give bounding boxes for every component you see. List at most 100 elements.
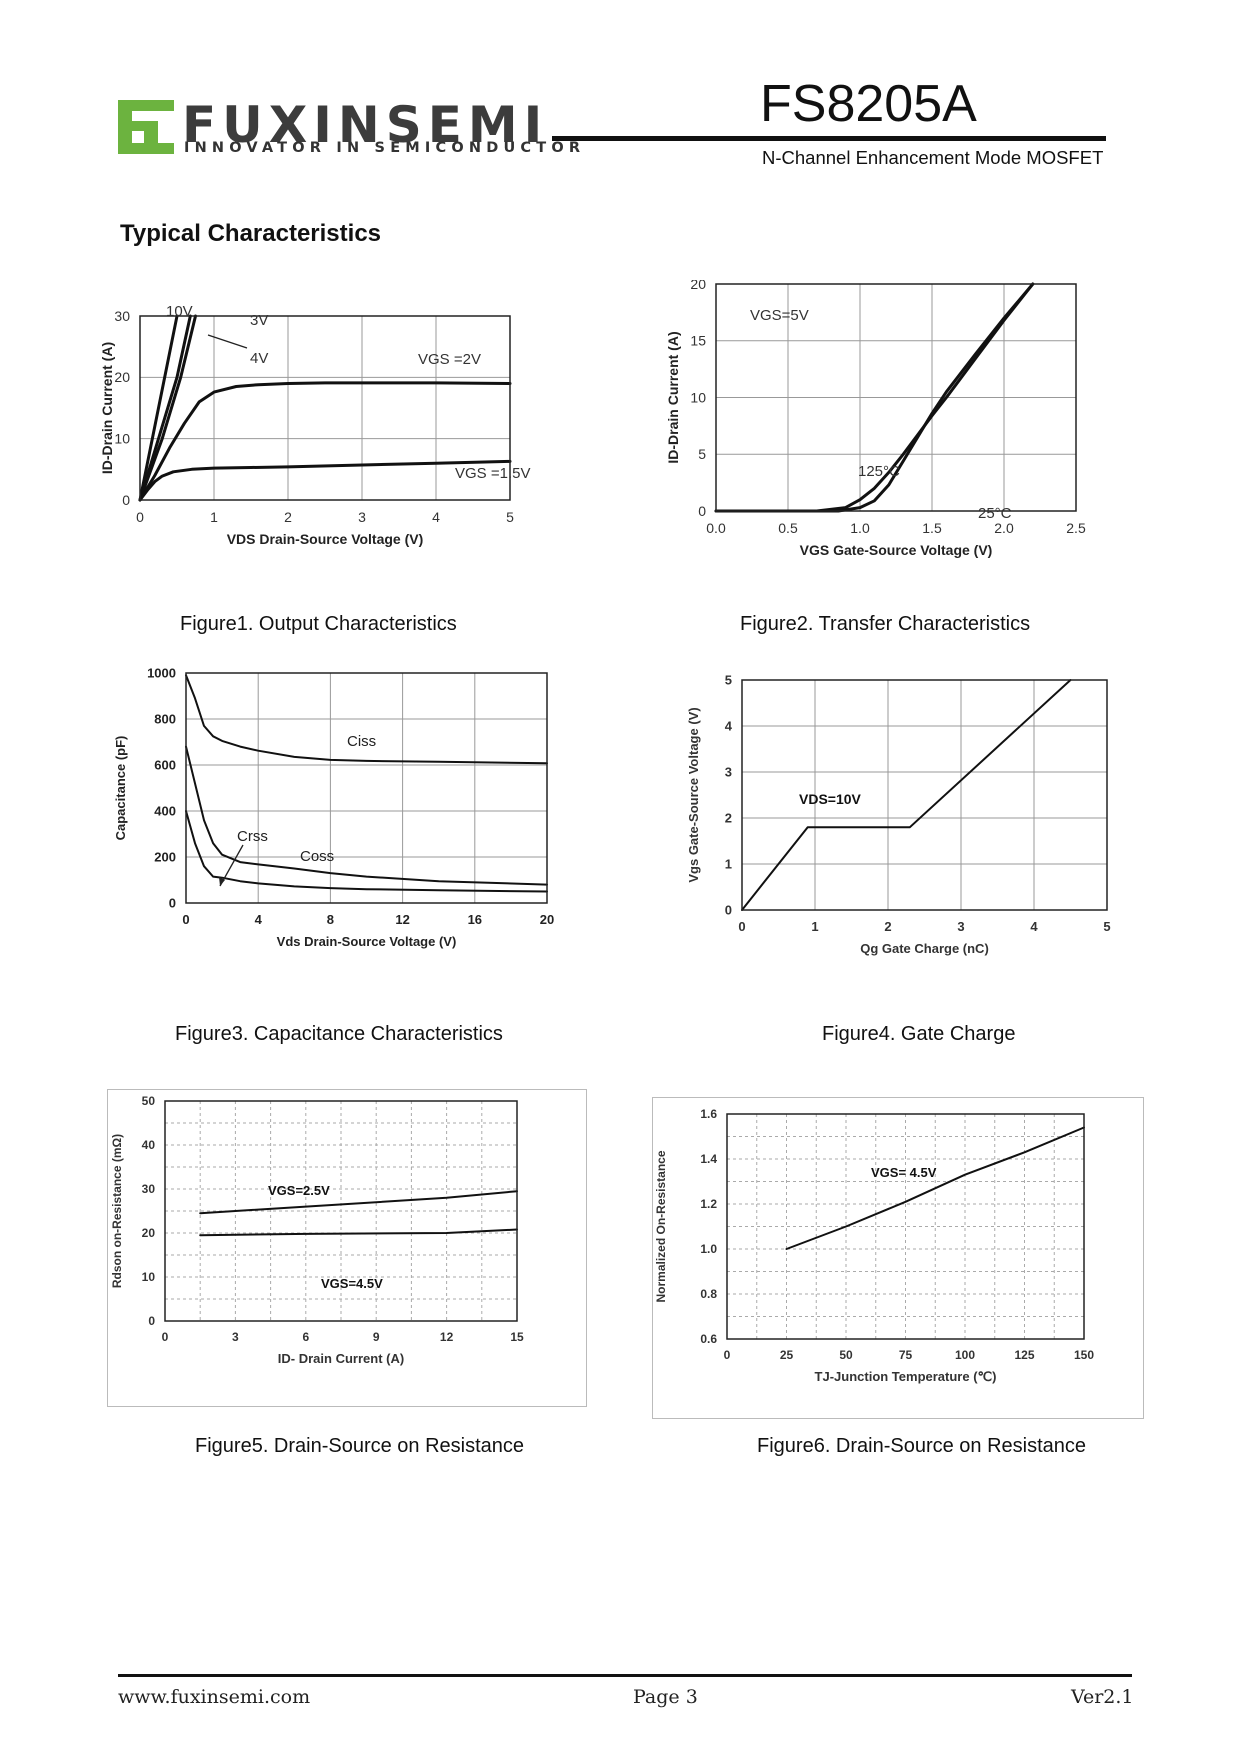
y-tick-label: 0 bbox=[148, 1314, 155, 1328]
y-tick-label: 5 bbox=[698, 446, 706, 462]
x-tick-label: 12 bbox=[395, 912, 409, 927]
series-line bbox=[138, 314, 197, 502]
y-tick-label: 10 bbox=[114, 431, 130, 447]
x-tick-label: 1 bbox=[811, 919, 818, 934]
x-tick-label: 5 bbox=[506, 509, 514, 525]
chart-gate-charge: 0 1 2 3 4 5 0 1 2 3 4 5 VDS=10V Qg Gate Charge (nC)… bbox=[686, 673, 1111, 956]
footer-page-number: Page 3 bbox=[633, 1686, 698, 1708]
series-line bbox=[138, 314, 192, 502]
y-tick-label: 600 bbox=[154, 758, 176, 773]
chart-normalized-on-resistance: 0 25 50 75 100 125 150 0.6 0.8 1.0 1.2 1.4 1.6 VGS= … bbox=[654, 1107, 1094, 1384]
y-axis-label: Capacitance (pF) bbox=[115, 736, 128, 841]
x-tick-label: 4 bbox=[255, 912, 263, 927]
x-tick-label: 0 bbox=[162, 1330, 169, 1344]
annotation-arrowhead bbox=[219, 877, 225, 886]
x-tick-label: 15 bbox=[510, 1330, 524, 1344]
annotation-vgs-4-5v: VGS= 4.5V bbox=[871, 1165, 937, 1180]
x-tick-label: 0 bbox=[724, 1348, 731, 1362]
y-tick-label: 200 bbox=[154, 850, 176, 865]
annotation-125c: 125°C bbox=[858, 463, 900, 480]
y-tick-label: 50 bbox=[142, 1094, 156, 1108]
y-tick-label: 1.4 bbox=[700, 1152, 717, 1166]
logo-text: FUXINSEMI bbox=[182, 96, 549, 154]
footer-version: Ver2.1 bbox=[1071, 1686, 1134, 1708]
x-axis-label: ID- Drain Current (A) bbox=[278, 1351, 404, 1366]
y-tick-label: 0.6 bbox=[700, 1332, 717, 1346]
x-tick-label: 1 bbox=[210, 509, 218, 525]
y-tick-label: 1000 bbox=[147, 666, 176, 681]
y-tick-label: 20 bbox=[142, 1226, 156, 1240]
x-tick-label: 9 bbox=[373, 1330, 380, 1344]
figure5-frame bbox=[107, 1089, 587, 1407]
y-tick-label: 400 bbox=[154, 804, 176, 819]
series-line bbox=[138, 381, 512, 502]
x-tick-label: 16 bbox=[468, 912, 482, 927]
series-line bbox=[714, 282, 1035, 513]
section-title: Typical Characteristics bbox=[120, 220, 382, 247]
x-tick-label: 3 bbox=[957, 919, 964, 934]
figure6-frame bbox=[652, 1097, 1144, 1419]
series-line bbox=[185, 810, 548, 893]
x-tick-label: 4 bbox=[1030, 919, 1038, 934]
annotation-3v: 3V bbox=[250, 312, 268, 329]
y-tick-label: 1.6 bbox=[700, 1107, 717, 1121]
header-rule bbox=[552, 136, 1106, 141]
y-tick-label: 0 bbox=[122, 492, 130, 508]
x-tick-label: 4 bbox=[432, 509, 440, 525]
annotation-10v: 10V bbox=[166, 303, 193, 320]
x-tick-label: 1.5 bbox=[922, 520, 942, 536]
x-tick-label: 0 bbox=[182, 912, 189, 927]
x-tick-label: 50 bbox=[839, 1348, 853, 1362]
annotation-vgs-4-5v: VGS=4.5V bbox=[321, 1276, 383, 1291]
x-tick-label: 3 bbox=[358, 509, 366, 525]
part-number: FS8205A bbox=[760, 75, 977, 133]
x-tick-label: 150 bbox=[1074, 1348, 1094, 1362]
y-tick-label: 15 bbox=[690, 333, 706, 349]
annotation-pointer bbox=[207, 334, 248, 349]
x-tick-label: 2.0 bbox=[994, 520, 1014, 536]
y-tick-label: 30 bbox=[114, 308, 130, 324]
y-tick-label: 10 bbox=[142, 1270, 156, 1284]
y-tick-label: 20 bbox=[690, 280, 706, 292]
footer-website: www.fuxinsemi.com bbox=[118, 1686, 311, 1708]
x-tick-label: 0 bbox=[136, 509, 144, 525]
series-line bbox=[199, 1228, 518, 1237]
x-tick-label: 8 bbox=[327, 912, 334, 927]
series-line bbox=[185, 745, 548, 886]
x-axis-label: TJ-Junction Temperature (℃) bbox=[815, 1369, 997, 1384]
series-line bbox=[741, 679, 1072, 911]
x-axis-label: Vds Drain-Source Voltage (V) bbox=[277, 934, 457, 949]
series-line bbox=[185, 674, 548, 765]
series-line bbox=[785, 1126, 1085, 1250]
y-axis-label: ID-Drain Current (A) bbox=[665, 331, 681, 463]
footer-rule bbox=[118, 1674, 1132, 1677]
y-tick-label: 0 bbox=[698, 503, 706, 519]
y-tick-label: 10 bbox=[690, 389, 706, 405]
figure3-caption: Figure3. Capacitance Characteristics bbox=[175, 1023, 503, 1045]
x-tick-label: 0.0 bbox=[706, 520, 726, 536]
annotation-vgs-5v: VGS=5V bbox=[750, 307, 809, 324]
y-tick-label: 1.2 bbox=[700, 1197, 717, 1211]
annotation-4v: 4V bbox=[250, 350, 268, 367]
y-tick-label: 2 bbox=[725, 811, 732, 826]
x-tick-label: 1.0 bbox=[850, 520, 870, 536]
y-tick-label: 3 bbox=[725, 765, 732, 780]
logo-tagline: INNOVATOR IN SEMICONDUCTOR bbox=[184, 140, 586, 156]
y-tick-label: 0 bbox=[725, 903, 732, 918]
x-tick-label: 12 bbox=[440, 1330, 454, 1344]
annotation-ciss: Ciss bbox=[347, 733, 376, 750]
x-tick-label: 6 bbox=[302, 1330, 309, 1344]
y-tick-label: 20 bbox=[114, 369, 130, 385]
subtitle: N-Channel Enhancement Mode MOSFET bbox=[762, 147, 1104, 168]
y-tick-label: 4 bbox=[725, 719, 733, 734]
x-tick-label: 0.5 bbox=[778, 520, 798, 536]
annotation-vgs-2v: VGS =2V bbox=[418, 351, 481, 368]
x-tick-label: 0 bbox=[738, 919, 745, 934]
annotation-crss: Crss bbox=[237, 828, 268, 845]
series-line bbox=[199, 1190, 518, 1215]
figure6-caption: Figure6. Drain-Source on Resistance bbox=[757, 1435, 1087, 1457]
x-tick-label: 125 bbox=[1014, 1348, 1034, 1362]
x-tick-label: 20 bbox=[540, 912, 554, 927]
y-tick-label: 0.8 bbox=[700, 1287, 717, 1301]
